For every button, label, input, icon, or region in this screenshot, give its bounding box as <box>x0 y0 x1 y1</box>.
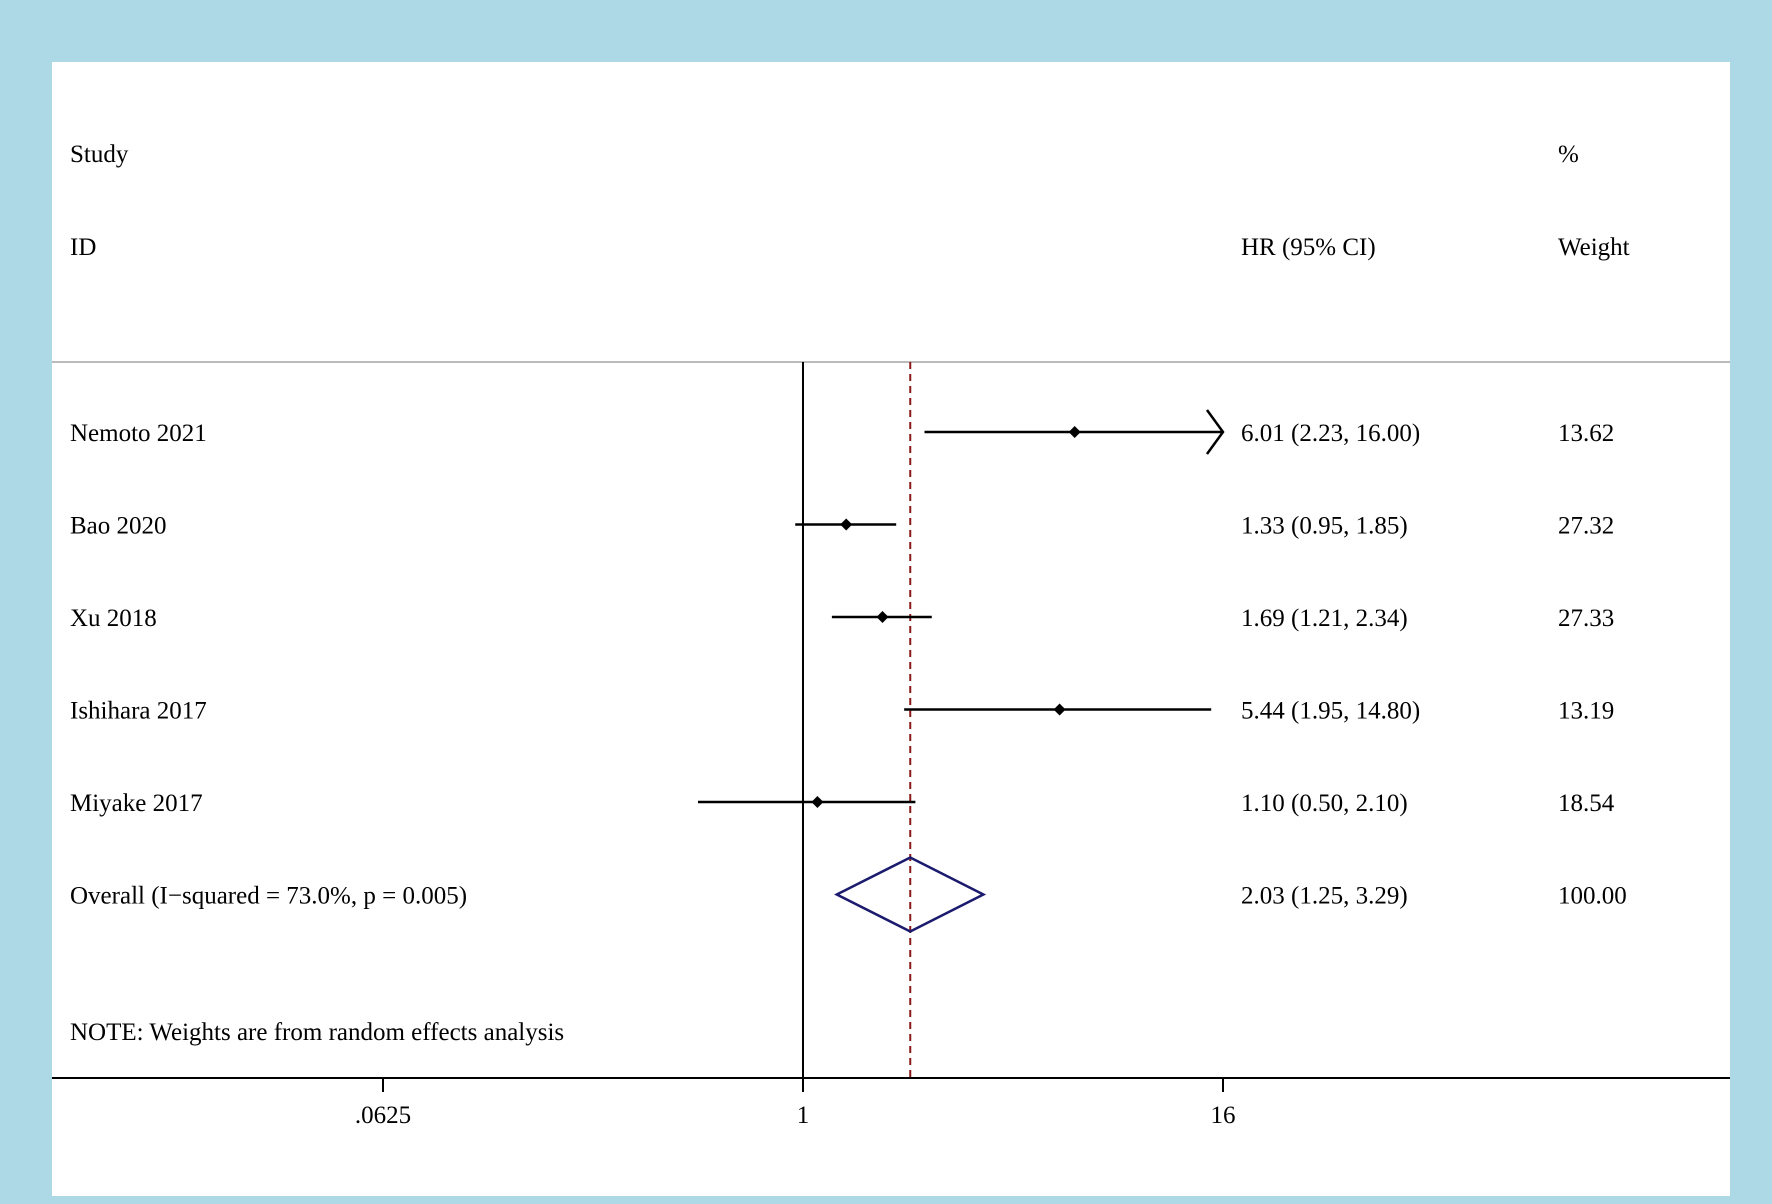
hr-ci-value: 1.69 (1.21, 2.34) <box>1241 605 1408 632</box>
x-tick-label: 16 <box>1211 1102 1236 1129</box>
point-estimate <box>1053 703 1066 716</box>
header-study: Study <box>70 141 129 168</box>
study-label: Ishihara 2017 <box>70 698 207 725</box>
study-label: Xu 2018 <box>70 605 157 632</box>
x-tick-label: .0625 <box>355 1102 411 1129</box>
study-label: Bao 2020 <box>70 513 167 540</box>
plot-panel <box>52 62 1730 1196</box>
weight-value: 27.33 <box>1558 605 1614 632</box>
note-text: NOTE: Weights are from random effects an… <box>70 1019 564 1046</box>
overall-hr-ci-value: 2.03 (1.25, 3.29) <box>1241 883 1408 910</box>
header-weight: Weight <box>1558 234 1630 261</box>
point-estimate <box>1068 426 1081 438</box>
x-tick-label: 1 <box>797 1102 810 1129</box>
study-label: Nemoto 2021 <box>70 420 207 447</box>
forest-marks: Nemoto 2021 6.01 (2.23, 16.00) 13.62 Bao 20… <box>70 362 1627 1129</box>
ci-arrow <box>1205 409 1225 455</box>
weight-value: 13.19 <box>1558 698 1614 725</box>
overall-weight-value: 100.00 <box>1558 883 1627 910</box>
point-estimate <box>840 518 853 531</box>
weight-value: 18.54 <box>1558 790 1615 817</box>
weight-value: 27.32 <box>1558 513 1614 540</box>
overall-diamond <box>834 856 987 933</box>
hr-ci-value: 1.33 (0.95, 1.85) <box>1241 513 1408 540</box>
header-id: ID <box>70 234 96 261</box>
weight-value: 13.62 <box>1558 420 1614 447</box>
point-estimate <box>876 611 889 623</box>
overall-label: Overall (I−squared = 73.0%, p = 0.005) <box>70 883 467 910</box>
point-estimate <box>811 796 824 808</box>
hr-ci-value: 6.01 (2.23, 16.00) <box>1241 420 1420 447</box>
hr-ci-value: 5.44 (1.95, 14.80) <box>1241 698 1420 725</box>
hr-ci-value: 1.10 (0.50, 2.10) <box>1241 790 1408 817</box>
header-percent: % <box>1558 141 1579 168</box>
header-hr: HR (95% CI) <box>1241 234 1376 261</box>
study-label: Miyake 2017 <box>70 790 203 817</box>
